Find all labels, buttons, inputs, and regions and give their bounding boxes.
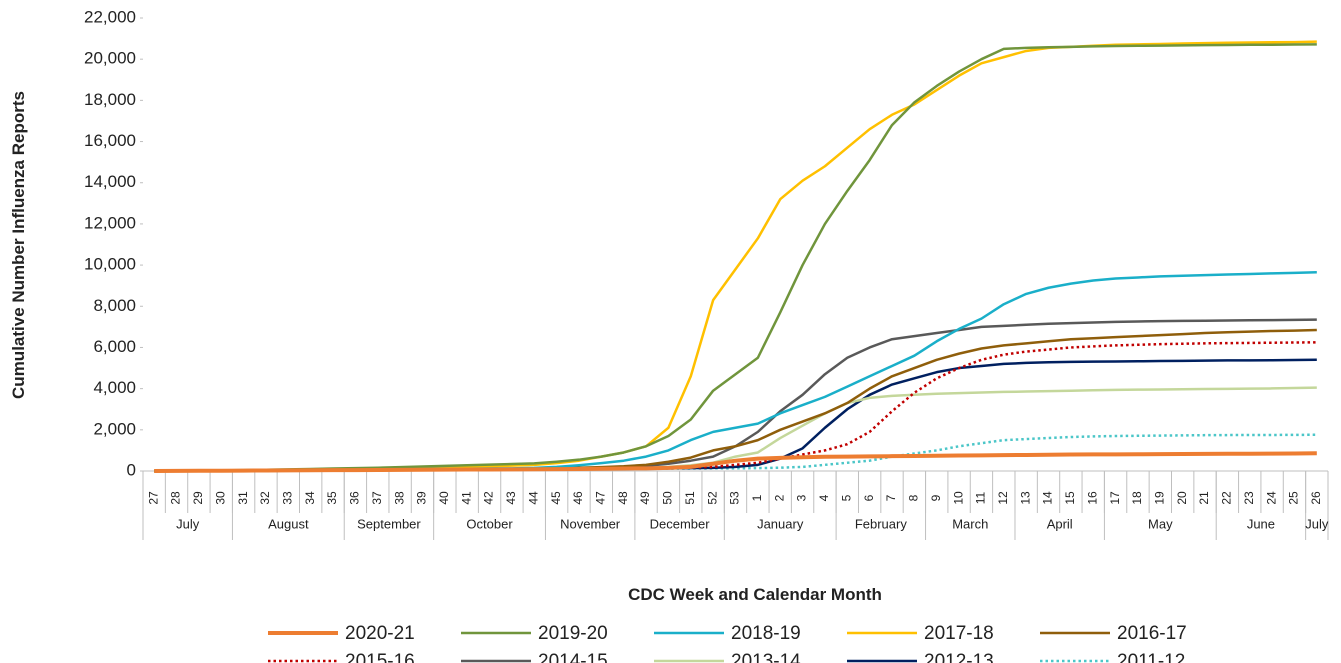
y-tick-label: 8,000 [93,296,136,315]
series-line [154,40,1317,473]
x-tick-label: 25 [1287,491,1301,505]
x-tick-label: 53 [728,491,742,505]
x-tick-label: 46 [571,491,585,505]
x-axis-title: CDC Week and Calendar Month [628,585,882,604]
x-tick-label: 7 [884,494,898,501]
x-tick-label: 15 [1063,491,1077,505]
x-tick-label: 44 [526,491,540,505]
x-tick-label: 8 [907,494,921,501]
legend-label: 2015-16 [345,651,415,663]
month-label: November [560,516,621,531]
y-tick-label: 4,000 [93,378,136,397]
month-label: May [1148,516,1173,531]
x-tick-label: 23 [1242,491,1256,505]
legend-label: 2013-14 [731,651,801,663]
x-tick-label: 30 [213,491,227,505]
x-tick-label: 13 [1018,491,1032,505]
y-tick-label: 12,000 [84,213,136,232]
x-tick-label: 40 [437,491,451,505]
x-tick-label: 38 [392,491,406,505]
x-tick-label: 50 [661,491,675,505]
x-tick-label: 18 [1130,491,1144,505]
x-tick-label: 28 [169,491,183,505]
x-tick-label: 3 [795,494,809,501]
series-line [154,43,1317,473]
x-tick-label: 11 [974,491,988,504]
x-tick-label: 19 [1152,491,1166,505]
x-tick-label: 9 [929,494,943,501]
legend-label: 2012-13 [924,651,994,663]
x-tick-label: 27 [146,491,160,505]
x-tick-label: 17 [1108,491,1122,505]
x-tick-label: 39 [415,491,429,505]
x-tick-label: 20 [1175,491,1189,505]
legend-label: 2016-17 [1117,623,1187,644]
x-tick-label: 21 [1197,491,1211,505]
y-tick-label: 6,000 [93,337,136,356]
x-tick-label: 45 [549,491,563,505]
legend-label: 2019-20 [538,623,608,644]
month-label: December [650,516,711,531]
month-label: September [357,516,421,531]
series-line [154,328,1317,473]
legend-label: 2017-18 [924,623,994,644]
x-tick-label: 47 [594,491,608,505]
x-tick-label: 49 [638,491,652,505]
x-tick-label: 16 [1085,491,1099,505]
x-tick-label: 14 [1041,491,1055,505]
month-label: March [952,516,988,531]
x-tick-label: 51 [683,491,697,505]
y-tick-label: 18,000 [84,90,136,109]
y-axis-title: Cumulative Number Influenza Reports [9,91,28,399]
y-tick-label: 22,000 [84,7,136,26]
y-tick-label: 0 [127,460,136,479]
x-tick-label: 36 [348,491,362,505]
series-line [154,271,1317,473]
x-tick-label: 24 [1264,491,1278,505]
x-tick-label: 42 [482,491,496,505]
y-tick-label: 10,000 [84,255,136,274]
month-label: July [176,516,200,531]
month-label: January [757,516,804,531]
x-tick-label: 32 [258,491,272,505]
x-tick-label: 22 [1220,491,1234,505]
x-tick-label: 48 [616,491,630,505]
x-tick-label: 33 [281,491,295,505]
x-tick-label: 43 [504,491,518,505]
x-tick-label: 4 [817,494,831,501]
y-tick-label: 2,000 [93,419,136,438]
series-line [154,386,1317,473]
legend-label: 2014-15 [538,651,608,663]
x-tick-label: 37 [370,491,384,505]
x-tick-label: 52 [705,491,719,505]
x-tick-label: 41 [459,491,473,505]
y-tick-label: 20,000 [84,49,136,68]
month-label: June [1247,516,1275,531]
x-tick-label: 2 [772,494,786,501]
x-tick-label: 10 [951,491,965,505]
legend-label: 2020-21 [345,623,415,644]
x-tick-label: 29 [191,491,205,505]
x-tick-label: 6 [862,494,876,501]
month-label: October [466,516,513,531]
y-tick-label: 16,000 [84,131,136,150]
month-label: July [1305,516,1329,531]
month-label: February [855,516,908,531]
x-tick-label: 26 [1309,491,1323,505]
y-tick-label: 14,000 [84,172,136,191]
series-line [154,318,1317,473]
x-tick-label: 34 [303,491,317,505]
x-tick-label: 1 [750,494,764,501]
legend-label: 2018-19 [731,623,801,644]
month-label: April [1047,516,1073,531]
series-line [154,451,1317,473]
x-tick-label: 5 [839,494,853,501]
x-tick-label: 35 [325,491,339,505]
legend-label: 2011-12 [1117,651,1185,663]
x-tick-label: 12 [996,491,1010,505]
x-tick-label: 31 [236,491,250,505]
month-label: August [268,516,309,531]
